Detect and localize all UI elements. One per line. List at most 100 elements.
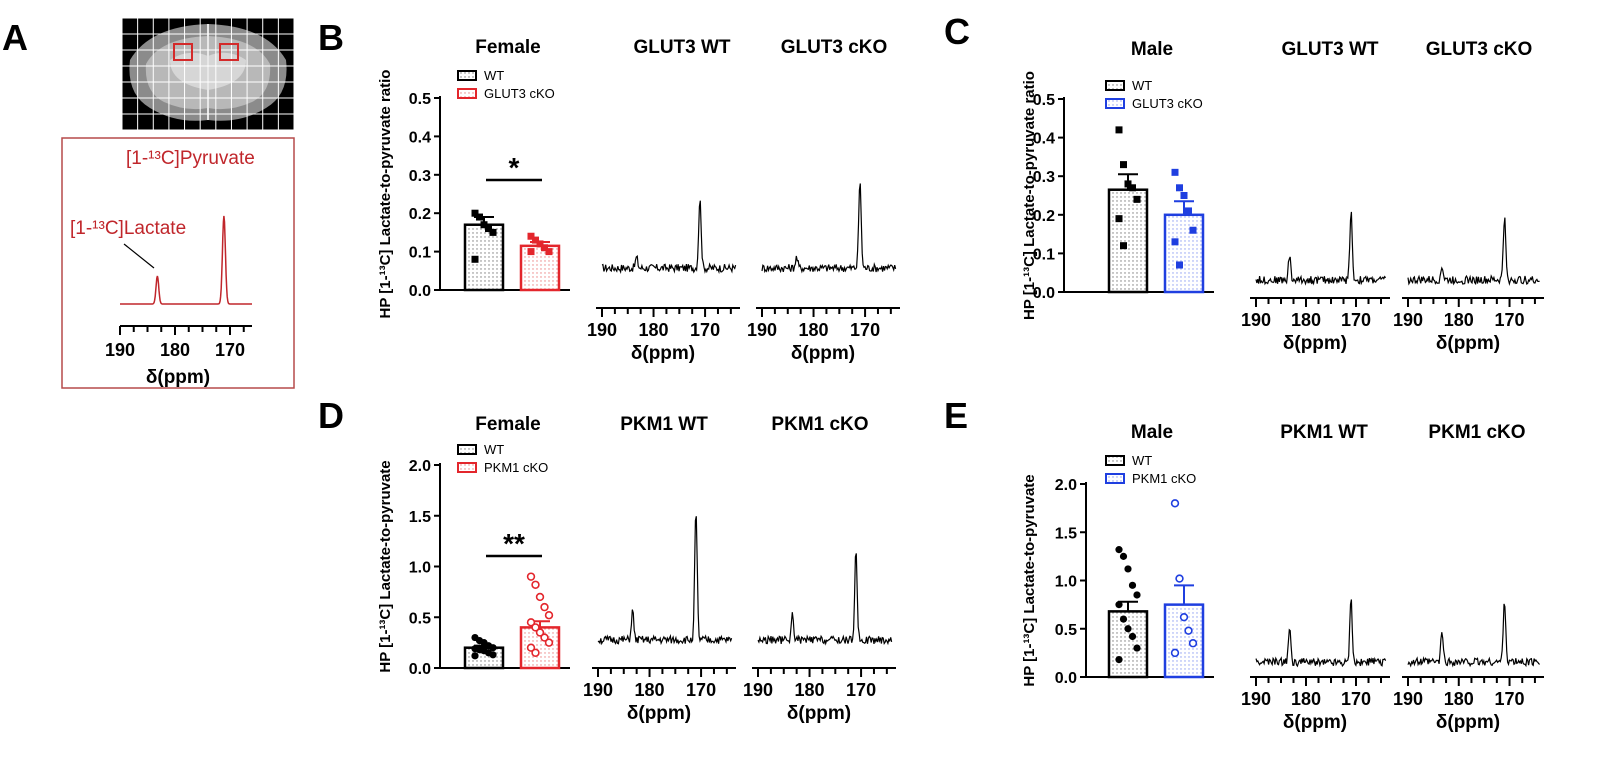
data-point <box>526 572 536 581</box>
data-point <box>489 228 497 236</box>
data-point <box>471 652 479 660</box>
y-tick-label: 0.5 <box>1033 92 1055 109</box>
data-point <box>1124 565 1132 573</box>
spectrum-x-label: δ(ppm) <box>627 703 691 724</box>
data-point <box>535 628 545 637</box>
chart-title: Female <box>475 414 540 435</box>
spectrum-inset-box <box>61 137 295 389</box>
spectrum-wt: GLUT3 WT 190 180 170 δ(ppm) <box>1241 39 1390 354</box>
panel-label-a: A <box>2 17 28 58</box>
spectrum-ko: GLUT3 cKO 190 180 170 δ(ppm) <box>747 37 900 364</box>
data-point <box>1179 612 1189 622</box>
spectrum-line <box>757 553 893 646</box>
panel-d-chart: Female HP [1-¹³C] Lactate-to-pyruvate 0.0 0… <box>377 414 896 724</box>
lactate-annotation: [1-¹³C]Lactate <box>70 218 186 239</box>
legend-label: WT <box>484 68 504 83</box>
chart-title: Male <box>1131 39 1173 60</box>
chart-title: Female <box>475 37 540 58</box>
spectrum-title: GLUT3 cKO <box>1426 39 1533 60</box>
spectrum-title: GLUT3 WT <box>633 37 730 58</box>
spectrum-title: PKM1 cKO <box>771 414 868 435</box>
data-point <box>544 638 554 647</box>
spectrum-x-tick-label: 190 <box>1241 310 1271 330</box>
spectrum-x-label: δ(ppm) <box>631 343 695 364</box>
data-point <box>1120 242 1127 250</box>
spectrum-wt: PKM1 WT 190 180 170 δ(ppm) <box>583 414 736 724</box>
spectrum-x-tick-label: 170 <box>686 680 716 700</box>
legend-swatch <box>1105 473 1125 484</box>
y-tick-label: 2.0 <box>409 458 431 475</box>
legend-label: WT <box>1132 78 1152 93</box>
voxel-roi-left <box>173 43 193 61</box>
spectrum-x-tick-label: 180 <box>1444 689 1474 709</box>
data-point <box>1133 591 1141 599</box>
spectrum-line <box>761 183 897 274</box>
spectrum-x-tick-label: 190 <box>747 320 777 340</box>
y-tick-label: 0.0 <box>1033 285 1055 302</box>
axis-tick-label: 190 <box>105 340 135 360</box>
spectrum-wt: GLUT3 WT 190 180 170 δ(ppm) <box>587 37 740 364</box>
data-point <box>1185 207 1192 215</box>
spectrum-x-tick-label: 170 <box>1495 310 1525 330</box>
y-tick-label: 1.5 <box>409 509 431 526</box>
y-tick-label: 1.0 <box>1055 574 1077 591</box>
significance-marker: * <box>509 152 520 183</box>
spectrum-title: PKM1 WT <box>620 414 708 435</box>
data-point <box>1124 625 1132 633</box>
panel-label-b: B <box>318 17 344 58</box>
data-point <box>1119 552 1128 560</box>
data-point <box>1128 581 1137 589</box>
axis-tick-label: 170 <box>215 340 245 360</box>
y-tick-label: 0.0 <box>409 661 431 678</box>
voxel-roi-right <box>219 43 239 61</box>
y-tick-label: 0.0 <box>409 283 431 300</box>
y-tick-label: 0.3 <box>1033 169 1055 186</box>
y-tick-label: 2.0 <box>1055 477 1077 494</box>
spectrum-x-label: δ(ppm) <box>791 343 855 364</box>
spectrum-title: GLUT3 cKO <box>781 37 888 58</box>
data-point <box>1133 644 1141 652</box>
data-point <box>531 623 540 632</box>
spectrum-title: GLUT3 WT <box>1281 39 1378 60</box>
data-point <box>1124 180 1132 188</box>
data-point <box>485 225 492 233</box>
data-point <box>536 240 544 248</box>
data-point <box>1176 184 1183 192</box>
pyruvate-annotation: [1-¹³C]Pyruvate <box>126 148 255 169</box>
panel-label-d: D <box>318 395 344 436</box>
y-tick-label: 0.5 <box>409 610 431 627</box>
legend-label: GLUT3 cKO <box>1132 96 1203 111</box>
data-point <box>1115 601 1123 609</box>
spectrum-x-tick-label: 180 <box>635 680 665 700</box>
data-point <box>531 648 540 657</box>
spectrum-x-tick-label: 190 <box>1393 689 1423 709</box>
spectrum-ko: PKM1 cKO 190 180 170 δ(ppm) <box>1393 422 1544 733</box>
panel-a-x-axis: 190 180 170 <box>105 325 252 360</box>
spectrum-ko: GLUT3 cKO 190 180 170 δ(ppm) <box>1393 39 1544 354</box>
significance-marker: ** <box>503 528 525 559</box>
spectrum-x-tick-label: 170 <box>690 320 720 340</box>
panel-c-chart: Male HP [1-¹³C] Lactate-to-pyruvate ratio… <box>1021 39 1544 354</box>
brain-mri-image <box>121 17 295 131</box>
data-point <box>489 644 497 652</box>
data-point <box>1184 626 1193 635</box>
data-point <box>1188 639 1198 648</box>
spectrum-x-tick-label: 170 <box>846 680 876 700</box>
bar-ko <box>1163 213 1205 294</box>
y-tick-label: 1.5 <box>1055 525 1077 542</box>
spectrum-x-tick-label: 180 <box>1291 310 1321 330</box>
data-point <box>1175 574 1184 583</box>
data-point <box>1170 648 1180 658</box>
y-tick-label: 0.4 <box>409 129 431 146</box>
data-point <box>545 248 553 256</box>
legend-swatch <box>1105 80 1125 91</box>
y-axis-label: HP [1-¹³C] Lactate-to-pyruvate <box>377 460 394 672</box>
legend-swatch <box>457 444 477 455</box>
legend-swatch <box>1105 455 1125 466</box>
spectrum-x-tick-label: 170 <box>1341 689 1371 709</box>
spectrum-x-tick-label: 190 <box>1241 689 1271 709</box>
y-tick-label: 0.2 <box>409 206 431 223</box>
legend-label: PKM1 cKO <box>484 460 548 475</box>
spectrum-x-tick-label: 180 <box>795 680 825 700</box>
spectrum-line <box>1407 217 1540 287</box>
